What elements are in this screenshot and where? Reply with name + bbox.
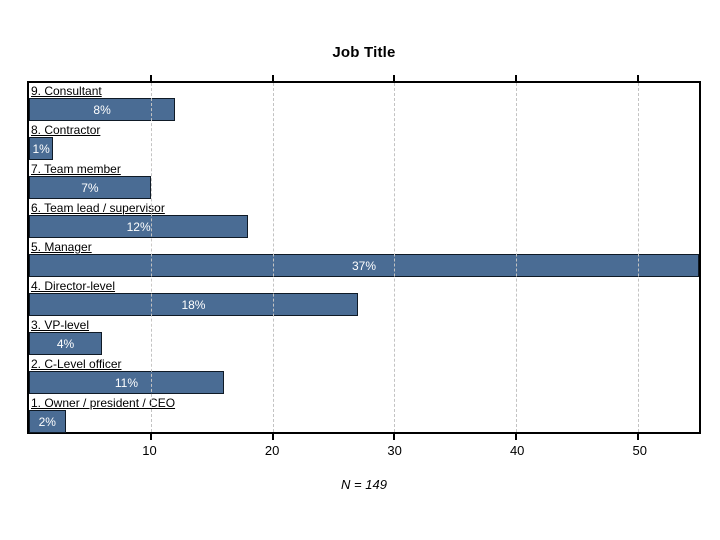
top-tick: [149, 75, 152, 81]
chart-title: Job Title: [332, 44, 396, 61]
x-tick-label: 50: [632, 443, 647, 458]
bar-percent-label: 11%: [114, 375, 139, 390]
bottom-tick: [393, 434, 396, 440]
bar-row: 9. Consultant 8%: [29, 85, 699, 124]
x-tick-label: 40: [509, 443, 525, 458]
top-tick: [515, 75, 518, 81]
bottom-tick: [149, 434, 152, 440]
bar: 2%: [29, 410, 66, 433]
bar-percent-label: 8%: [93, 102, 111, 117]
bar-row: 6. Team lead / supervisor 12%: [29, 202, 699, 241]
bar: 1%: [29, 137, 54, 160]
bar-row: 7. Team member 7%: [29, 163, 699, 202]
plot-area: 9. Consultant 8% 8. Contractor 1% 7. Team me…: [27, 75, 701, 440]
top-tick: [637, 75, 640, 81]
bar-percent-label: 12%: [126, 219, 151, 234]
bar-row: 8. Contractor 1%: [29, 124, 699, 163]
bar-percent-label: 18%: [181, 297, 206, 312]
category-label: 9. Consultant: [31, 84, 102, 98]
x-tick-label: 20: [264, 443, 280, 458]
bar-percent-label: 1%: [32, 141, 50, 156]
bar-row: 2. C-Level officer 11%: [29, 358, 699, 397]
x-axis-tick-labels: 10 20 30 40 50: [27, 443, 701, 459]
bar: 12%: [29, 215, 249, 238]
category-label: 8. Contractor: [31, 123, 101, 137]
category-label: 3. VP-level: [31, 318, 90, 332]
bar-row: 3. VP-level 4%: [29, 319, 699, 358]
bar-row: 1. Owner / president / CEO 2%: [29, 397, 699, 436]
bar-percent-label: 7%: [81, 180, 99, 195]
bar: 7%: [29, 176, 151, 199]
bar-percent-label: 2%: [38, 414, 56, 429]
category-label: 5. Manager: [31, 240, 92, 254]
category-label: 7. Team member: [31, 162, 121, 176]
category-label: 4. Director-level: [31, 279, 116, 293]
category-label: 6. Team lead / supervisor: [31, 201, 165, 215]
bar-percent-label: 37%: [351, 258, 377, 273]
bottom-tick: [271, 434, 274, 440]
bar-row: 5. Manager 37%: [29, 241, 699, 280]
x-tick-label: 30: [387, 443, 402, 458]
category-label: 1. Owner / president / CEO: [31, 396, 176, 410]
bar: 37%: [29, 254, 699, 277]
bottom-tick: [515, 434, 518, 440]
category-label: 2. C-Level officer: [31, 357, 122, 371]
bottom-tick: [637, 434, 640, 440]
x-tick-label: 10: [142, 443, 157, 458]
top-tick: [271, 75, 274, 81]
bar: 11%: [29, 371, 224, 394]
bar: 8%: [29, 98, 176, 121]
bar-row: 4. Director-level 18%: [29, 280, 699, 319]
bar: 4%: [29, 332, 103, 355]
bar: 18%: [29, 293, 358, 316]
bar-rows: 9. Consultant 8% 8. Contractor 1% 7. Team me…: [29, 83, 699, 433]
bar-percent-label: 4%: [56, 336, 75, 351]
top-tick: [393, 75, 396, 81]
sample-size-note: N = 149: [341, 477, 387, 492]
